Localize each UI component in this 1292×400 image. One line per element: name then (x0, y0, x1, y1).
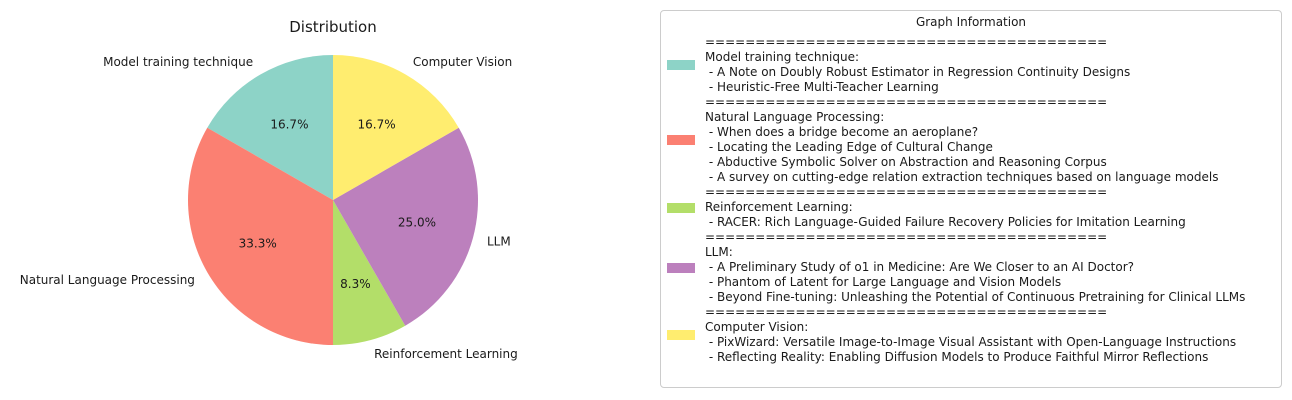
pie-slices (187, 55, 478, 346)
pie-slice-computer-vision (333, 55, 459, 200)
pie-chart: Distribution 16.7% Model training techniq… (20, 18, 518, 361)
legend-swatch (667, 60, 695, 70)
legend-line: - PixWizard: Versatile Image-to-Image Vi… (705, 335, 1237, 349)
pie-category-label: LLM (487, 235, 511, 249)
legend-line: ======================================== (705, 95, 1108, 109)
legend-line: - Reflecting Reality: Enabling Diffusion… (705, 350, 1209, 364)
legend-text: ========================================… (705, 230, 1245, 305)
legend-swatch (667, 262, 695, 273)
legend: Graph Information ======================… (660, 10, 1282, 388)
legend-line: - Locating the Leading Edge of Cultural … (705, 140, 993, 154)
legend-swatch (667, 330, 695, 340)
legend-text: ========================================… (705, 95, 1218, 185)
legend-text: ========================================… (705, 185, 1186, 230)
legend-line: - A Note on Doubly Robust Estimator in R… (705, 65, 1131, 79)
pie-category-label: Model training technique (103, 55, 253, 69)
legend-line: Computer Vision: (705, 320, 809, 334)
legend-line: ======================================== (705, 35, 1108, 49)
legend-line: Model training technique: (705, 50, 860, 64)
pie-percent-label: 25.0% (398, 216, 436, 230)
pie-labels: 16.7% Model training technique 33.3% Natura… (20, 55, 518, 361)
legend-line: LLM: (705, 245, 733, 259)
legend-line: - RACER: Rich Language-Guided Failure Re… (705, 215, 1186, 229)
legend-line: ======================================== (705, 185, 1108, 199)
legend-text: ========================================… (705, 305, 1236, 365)
legend-line: ======================================== (705, 230, 1108, 244)
legend-line: - Abductive Symbolic Solver on Abstracti… (705, 155, 1107, 169)
legend-swatch (667, 135, 695, 145)
pie-slice-llm (333, 127, 478, 326)
pie-percent-label: 8.3% (340, 277, 371, 291)
pie-slice-reinforcement-learning (333, 200, 406, 345)
pie-category-label: Reinforcement Learning (374, 347, 518, 361)
legend-line: - Heuristic-Free Multi-Teacher Learning (705, 80, 939, 94)
legend-line: ======================================== (705, 305, 1108, 319)
legend-line: Natural Language Processing: (705, 110, 885, 124)
legend-text: ========================================… (705, 35, 1130, 95)
pie-category-label: Natural Language Processing (20, 273, 195, 287)
pie-category-label: Computer Vision (413, 55, 512, 69)
legend-line: - When does a bridge become an aeroplane… (705, 125, 979, 139)
legend-swatch (667, 202, 695, 213)
pie-percent-label: 16.7% (270, 118, 308, 132)
chart-title: Distribution (289, 18, 377, 36)
legend-line: - A survey on cutting-edge relation extr… (705, 170, 1219, 184)
legend-line: - A Preliminary Study of o1 in Medicine:… (705, 260, 1135, 274)
pie-percent-label: 16.7% (358, 118, 396, 132)
legend-line: - Phantom of Latent for Large Language a… (705, 275, 1062, 289)
pie-percent-label: 33.3% (239, 237, 277, 251)
legend-line: Reinforcement Learning: (705, 200, 853, 214)
legend-line: - Beyond Fine-tuning: Unleashing the Pot… (705, 290, 1246, 304)
pie-slice-natural-language-processing (187, 127, 333, 346)
pie-slice-model-training-technique (207, 55, 333, 200)
legend-title: Graph Information (915, 15, 1027, 29)
